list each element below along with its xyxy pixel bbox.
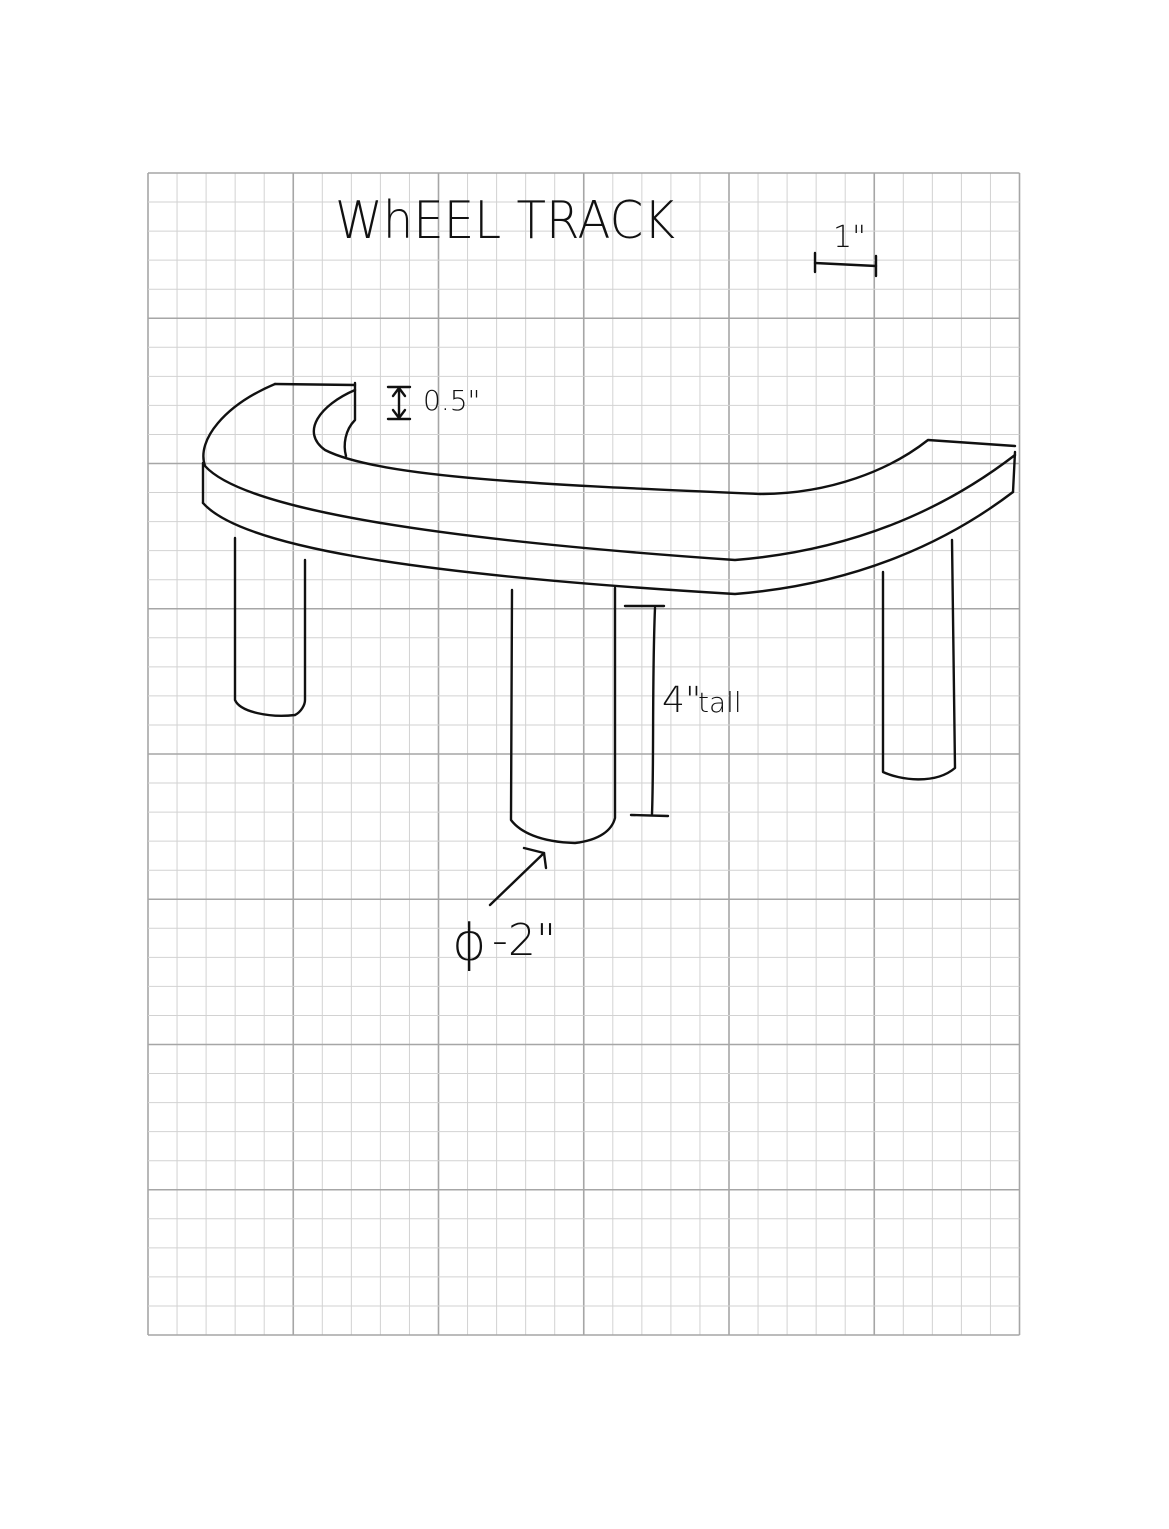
scale-label: 1": [833, 220, 866, 255]
leg-center: [509, 586, 617, 845]
leg-right: [881, 538, 957, 781]
thickness-dimension: 0.5": [386, 384, 480, 421]
diameter-callout: ϕ -2": [452, 846, 556, 973]
leg-left: [233, 536, 307, 717]
diameter-value: -2": [492, 915, 556, 966]
leg-height-label: 4": [662, 680, 701, 721]
leg-height-suffix: tall: [698, 686, 742, 719]
scale-bar: 1": [813, 220, 878, 278]
thickness-label: 0.5": [423, 384, 480, 417]
graph-paper-grid: [147, 172, 1021, 1336]
drawing-title: WhEEL TRACK: [335, 191, 675, 251]
track-platform: [201, 381, 1017, 596]
leg-height-dimension: 4" tall: [623, 604, 742, 818]
diameter-symbol: ϕ: [452, 913, 486, 973]
